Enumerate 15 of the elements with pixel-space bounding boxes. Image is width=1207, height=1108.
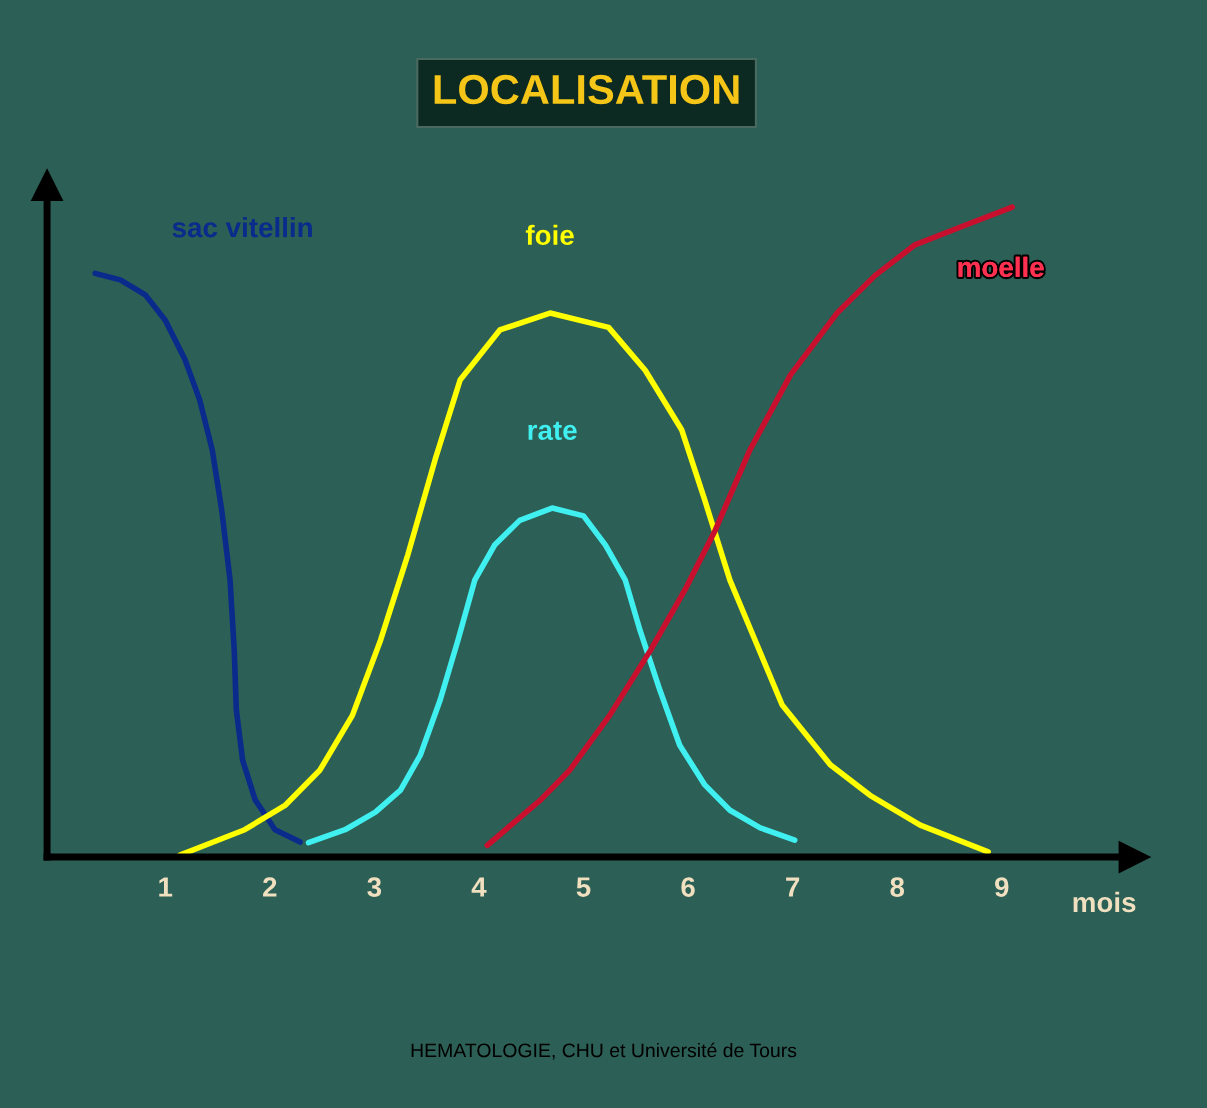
x-tick-label: 3 <box>367 877 382 897</box>
series-label: moelle <box>958 256 1044 278</box>
x-axis-title: mois <box>1073 891 1136 913</box>
x-tick-label: 6 <box>681 877 695 897</box>
text: foie <box>525 224 574 246</box>
x-tick-label: 7 <box>786 877 800 897</box>
x-tick-label: 4 <box>471 877 487 897</box>
x-tick-label: 9 <box>995 877 1009 897</box>
x-tick-label: 2 <box>263 877 277 897</box>
text: rate <box>528 421 577 441</box>
x-tick-label: 8 <box>890 877 905 897</box>
text: HEMATOLOGIE, CHU et Université de Tours <box>411 1042 797 1060</box>
chart-title: LOCALISATION <box>434 74 739 105</box>
x-tick-label: 5 <box>576 877 591 897</box>
x-tick-label: 1 <box>159 877 173 897</box>
